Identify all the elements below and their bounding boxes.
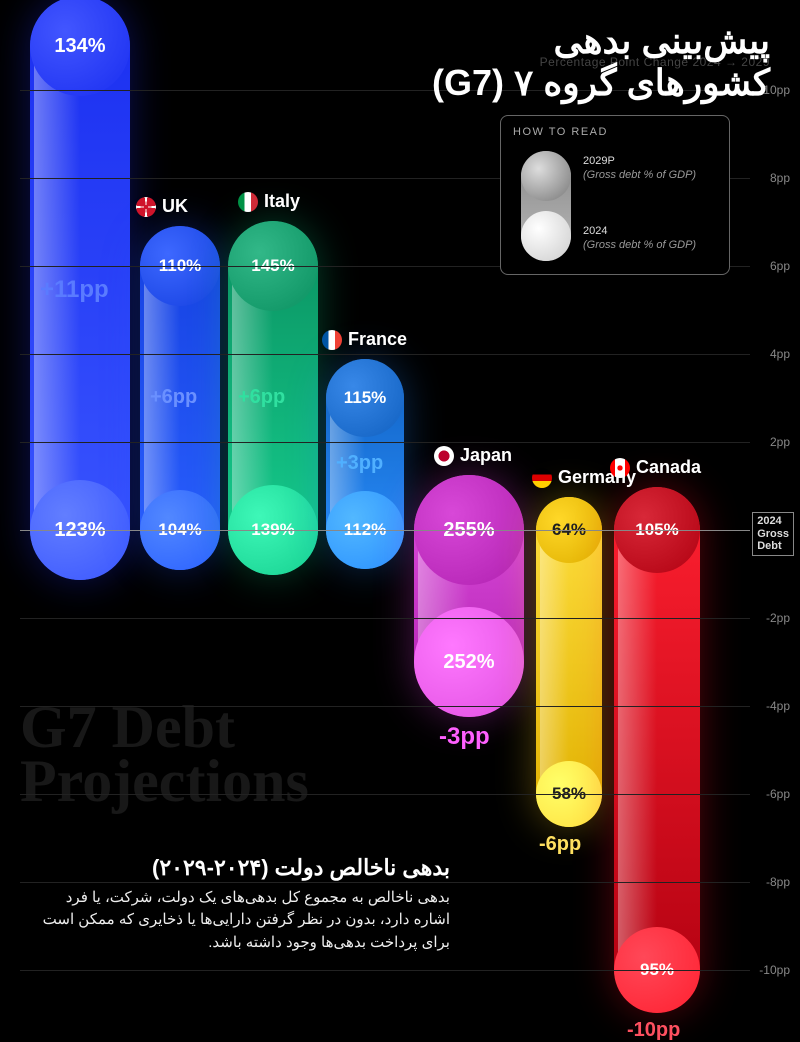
baseline-label: 2024GrossDebt bbox=[752, 512, 794, 556]
grid-line bbox=[20, 970, 750, 971]
legend-bottom-sub: (Gross debt % of GDP) bbox=[583, 238, 696, 252]
pp-change-label: +3pp bbox=[336, 452, 383, 475]
country-label: Italy bbox=[238, 191, 300, 212]
country-label: UK bbox=[136, 196, 188, 217]
explain-block: بدهی ناخالص دولت (۲۰۲۴-۲۰۲۹) بدهی ناخالص… bbox=[30, 855, 450, 955]
country-label: France bbox=[322, 329, 407, 350]
debt-2029-circle: 134% bbox=[30, 0, 130, 96]
legend-visual: 2029P (Gross debt % of GDP) 2024 (Gross … bbox=[513, 146, 717, 266]
grid-label: -8pp bbox=[766, 875, 790, 889]
pp-change-label: -10pp bbox=[627, 1019, 680, 1042]
legend-box: HOW TO READ 2029P (Gross debt % of GDP) … bbox=[500, 115, 730, 275]
grid-label: 2pp bbox=[770, 435, 790, 449]
legend-cap-bottom bbox=[521, 211, 571, 261]
grid-label: -2pp bbox=[766, 611, 790, 625]
flag-icon bbox=[610, 458, 630, 478]
grid-label: -10pp bbox=[759, 963, 790, 977]
grid-label: 8pp bbox=[770, 171, 790, 185]
grid-line bbox=[20, 618, 750, 619]
explain-body: بدهی ناخالص به مجموع کل بدهی‌های یک دولت… bbox=[30, 887, 450, 955]
legend-cap-top bbox=[521, 151, 571, 201]
legend-top-sub: (Gross debt % of GDP) bbox=[583, 168, 696, 182]
legend-bottom-label: 2024 bbox=[583, 225, 607, 237]
title-line1: پیش‌بینی بدهی bbox=[432, 20, 770, 62]
grid-label: -6pp bbox=[766, 787, 790, 801]
pp-change-label: +6pp bbox=[238, 386, 285, 409]
country-name: Canada bbox=[636, 457, 701, 478]
explain-title: بدهی ناخالص دولت (۲۰۲۴-۲۰۲۹) bbox=[30, 855, 450, 881]
grid-line bbox=[20, 442, 750, 443]
grid-label: 4pp bbox=[770, 347, 790, 361]
grid-label: 6pp bbox=[770, 259, 790, 273]
title-line2: کشورهای گروه ۷ (G7) bbox=[432, 62, 770, 104]
legend-top-label: 2029P bbox=[583, 155, 615, 167]
flag-icon bbox=[136, 197, 156, 217]
pp-change-label: -6pp bbox=[539, 833, 581, 856]
flag-icon bbox=[434, 446, 454, 466]
country-label: Japan bbox=[434, 445, 512, 466]
country-label: Canada bbox=[610, 457, 701, 478]
country-name: UK bbox=[162, 196, 188, 217]
legend-capsule bbox=[521, 151, 571, 261]
title-block: پیش‌بینی بدهی کشورهای گروه ۷ (G7) bbox=[432, 20, 770, 104]
pp-change-label: -3pp bbox=[439, 723, 490, 751]
grid-line bbox=[20, 794, 750, 795]
legend-title: HOW TO READ bbox=[513, 126, 717, 138]
debt-2029-circle: 252% bbox=[414, 607, 524, 717]
baseline bbox=[20, 530, 750, 531]
pp-change-label: +11pp bbox=[40, 276, 109, 304]
debt-2029-circle: 115% bbox=[326, 359, 404, 437]
flag-icon bbox=[322, 330, 342, 350]
country-name: France bbox=[348, 329, 407, 350]
legend-top-text: 2029P (Gross debt % of GDP) bbox=[583, 154, 696, 183]
country-name: Japan bbox=[460, 445, 512, 466]
flag-icon bbox=[532, 468, 552, 488]
pp-change-label: +6pp bbox=[150, 386, 197, 409]
grid-label: -4pp bbox=[766, 699, 790, 713]
legend-bottom-text: 2024 (Gross debt % of GDP) bbox=[583, 224, 696, 253]
country-name: Italy bbox=[264, 191, 300, 212]
grid-line bbox=[20, 354, 750, 355]
grid-line bbox=[20, 706, 750, 707]
flag-icon bbox=[238, 192, 258, 212]
